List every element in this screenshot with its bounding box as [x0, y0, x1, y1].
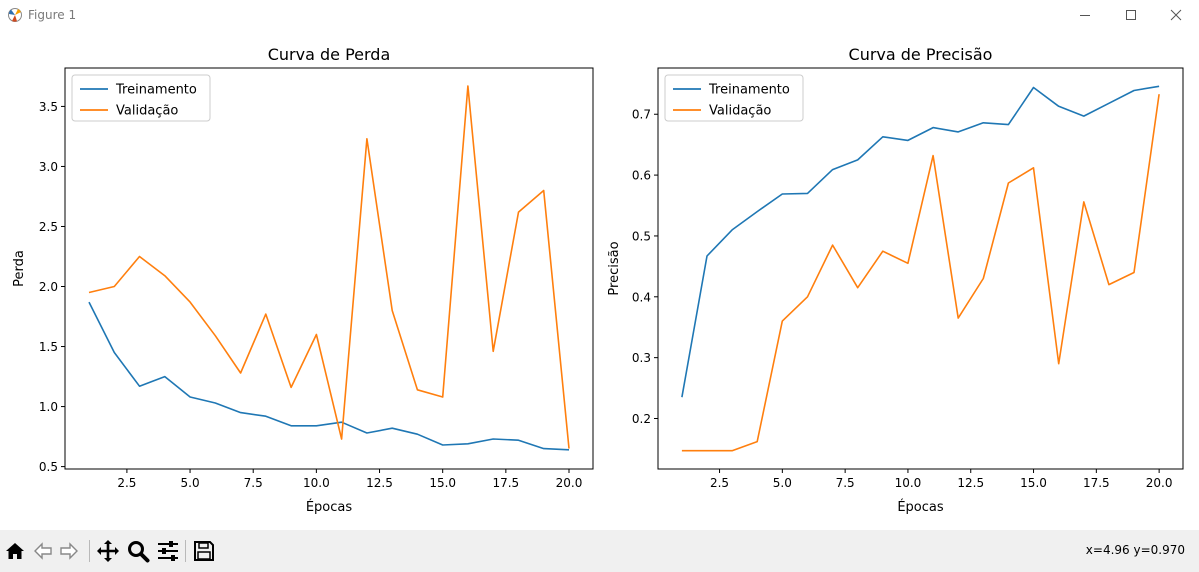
forward-button[interactable] — [57, 539, 81, 563]
window-title: Figure 1 — [28, 8, 77, 22]
matplotlib-logo-icon — [8, 8, 22, 22]
legend-label: Treinamento — [115, 83, 197, 98]
close-button[interactable] — [1153, 0, 1199, 30]
x-tick-label: 17.5 — [1083, 476, 1110, 490]
series-line-treinamento — [681, 85, 1160, 398]
x-axis-label: Épocas — [897, 499, 944, 515]
axes-frame — [657, 67, 1184, 470]
toolbar-separator — [185, 540, 186, 562]
y-tick-label: 0.5 — [632, 229, 651, 243]
figure-canvas[interactable]: Curva de Perda 2.5 5.0 7.5 10.0 12.5 15.0 17.5 2… — [0, 30, 1199, 530]
y-axis-label: Precisão — [607, 241, 622, 295]
home-button[interactable] — [3, 539, 27, 563]
x-tick-label: 2.5 — [710, 476, 729, 490]
configure-subplots-icon — [158, 541, 178, 561]
home-icon — [6, 543, 24, 559]
cursor-coordinates: x=4.96 y=0.970 — [1085, 543, 1185, 557]
window-titlebar: Figure 1 — [0, 0, 1199, 30]
legend-label: Treinamento — [708, 83, 790, 98]
series-line-treinamento — [88, 301, 570, 451]
figure-svg: Curva de Perda 2.5 5.0 7.5 10.0 12.5 15.0 17.5 2… — [12, 45, 1184, 515]
forward-icon — [60, 542, 78, 560]
y-tick-label: 3.0 — [39, 160, 58, 174]
x-tick-label: 20.0 — [1146, 476, 1173, 490]
zoom-icon — [128, 541, 150, 563]
navigation-toolbar: x=4.96 y=0.970 — [0, 530, 1199, 572]
y-tick-label: 0.2 — [632, 412, 651, 426]
x-tick-label: 10.0 — [303, 476, 330, 490]
y-tick-label: 1.5 — [39, 340, 58, 354]
legend-label: Validação — [709, 104, 771, 119]
save-button[interactable] — [192, 539, 216, 563]
legend-label: Validação — [116, 104, 178, 119]
zoom-button[interactable] — [126, 539, 150, 563]
y-tick-label: 0.3 — [632, 351, 651, 365]
axes-frame — [64, 67, 594, 470]
x-tick-label: 15.0 — [429, 476, 456, 490]
x-tick-label: 17.5 — [492, 476, 519, 490]
x-tick-label: 7.5 — [836, 476, 855, 490]
x-tick-label: 15.0 — [1020, 476, 1047, 490]
y-tick-label: 1.0 — [39, 400, 58, 414]
save-icon — [194, 541, 214, 561]
y-tick-label: 3.5 — [39, 100, 58, 114]
x-tick-label: 20.0 — [556, 476, 583, 490]
y-tick-label: 0.7 — [632, 108, 651, 122]
x-tick-label: 12.5 — [957, 476, 984, 490]
y-tick-label: 0.6 — [632, 169, 651, 183]
subplot-1: Curva de Perda 2.5 5.0 7.5 10.0 12.5 15.0 17.5 2… — [12, 45, 594, 515]
x-tick-label: 7.5 — [244, 476, 263, 490]
pan-icon — [97, 540, 119, 562]
x-tick-label: 10.0 — [895, 476, 922, 490]
configure-subplots-button[interactable] — [156, 539, 180, 563]
x-axis-label: Épocas — [306, 499, 353, 515]
maximize-icon — [1126, 10, 1136, 20]
series-line-validacao — [681, 94, 1160, 452]
back-icon — [34, 542, 52, 560]
minimize-button[interactable] — [1062, 0, 1108, 30]
x-tick-label: 2.5 — [117, 476, 136, 490]
chart-title: Curva de Perda — [268, 45, 391, 64]
x-tick-label: 5.0 — [181, 476, 200, 490]
minimize-icon — [1080, 15, 1090, 16]
x-tick-label: 5.0 — [773, 476, 792, 490]
maximize-button[interactable] — [1108, 0, 1154, 30]
toolbar-separator — [89, 540, 90, 562]
pan-button[interactable] — [96, 539, 120, 563]
series-line-validacao — [88, 85, 570, 449]
y-axis-label: Perda — [12, 250, 27, 287]
y-tick-label: 2.0 — [39, 280, 58, 294]
subplot-2: Curva de Precisão 2.5 5.0 7.5 10.0 12.5 15.0 17… — [607, 45, 1184, 515]
y-tick-label: 2.5 — [39, 220, 58, 234]
chart-title: Curva de Precisão — [849, 45, 993, 64]
x-tick-label: 12.5 — [366, 476, 393, 490]
back-button[interactable] — [31, 539, 55, 563]
close-icon — [1170, 9, 1182, 21]
y-tick-label: 0.5 — [39, 460, 58, 474]
y-tick-label: 0.4 — [632, 290, 651, 304]
